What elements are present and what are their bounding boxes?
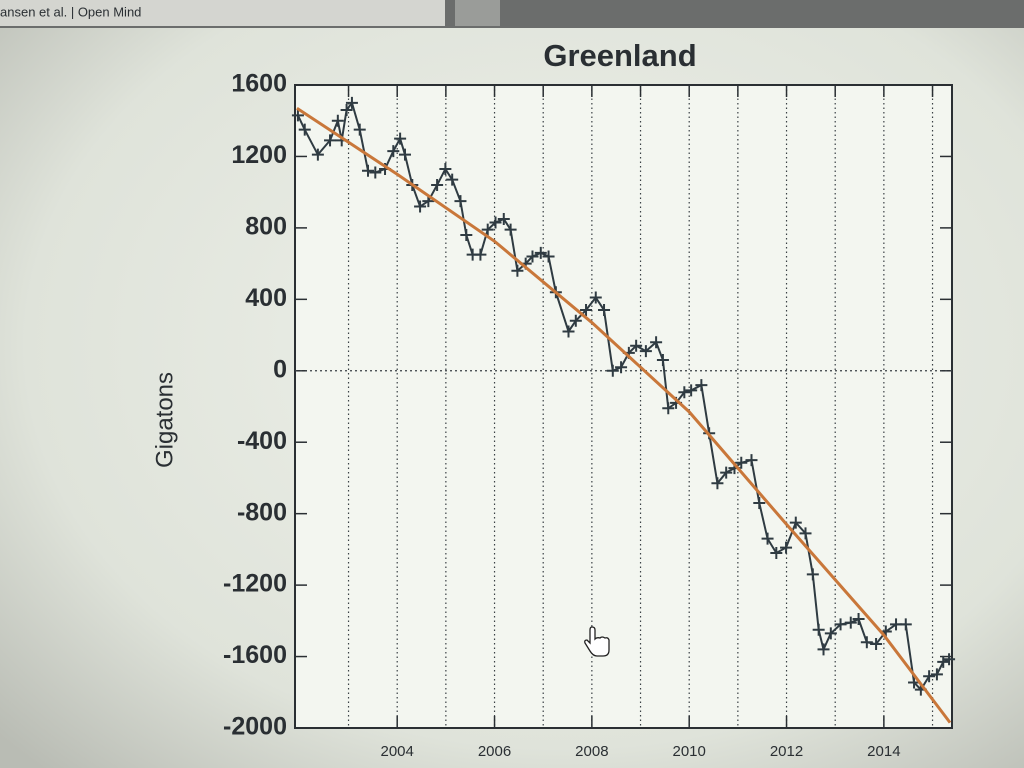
point-marker bbox=[311, 148, 324, 161]
point-marker bbox=[860, 636, 873, 649]
point-marker bbox=[630, 339, 643, 352]
y-tick-label: -1600 bbox=[223, 641, 287, 669]
point-marker bbox=[362, 164, 374, 177]
cursor bbox=[584, 626, 610, 657]
plot-area bbox=[294, 84, 953, 729]
browser-tab[interactable] bbox=[455, 0, 500, 26]
y-axis-label: Gigatons bbox=[151, 372, 178, 468]
point-marker bbox=[678, 386, 691, 399]
x-tick-label: 2014 bbox=[867, 743, 900, 760]
point-marker bbox=[489, 216, 502, 229]
point-marker bbox=[656, 354, 669, 367]
point-marker bbox=[598, 304, 611, 317]
point-marker bbox=[439, 162, 452, 175]
point-marker bbox=[580, 304, 593, 317]
point-marker bbox=[298, 123, 311, 136]
point-marker bbox=[930, 668, 943, 681]
y-tick-label: -1200 bbox=[223, 570, 287, 598]
point-marker bbox=[481, 223, 494, 236]
y-tick-label: 0 bbox=[273, 355, 287, 383]
point-marker bbox=[569, 314, 582, 327]
point-marker bbox=[780, 541, 793, 554]
x-tick-label: 2010 bbox=[673, 743, 706, 760]
point-marker bbox=[870, 638, 883, 651]
point-marker bbox=[504, 223, 517, 236]
point-marker bbox=[806, 568, 819, 581]
point-marker bbox=[695, 379, 708, 392]
point-marker bbox=[789, 516, 802, 529]
point-marker bbox=[761, 532, 774, 545]
point-marker bbox=[394, 132, 407, 145]
point-marker bbox=[812, 623, 825, 636]
point-marker bbox=[398, 148, 411, 161]
point-marker bbox=[799, 527, 812, 540]
point-marker bbox=[606, 364, 619, 377]
point-marker bbox=[735, 456, 748, 469]
point-marker bbox=[685, 384, 698, 397]
point-marker bbox=[834, 618, 847, 631]
point-marker bbox=[291, 109, 304, 122]
y-tick-label: -400 bbox=[237, 427, 287, 455]
chart-layer: 2004 2006 2008 2010 2012 2014 -2000 -1600 -1200 -… bbox=[223, 70, 956, 760]
point-marker bbox=[369, 166, 382, 179]
point-marker bbox=[497, 212, 510, 225]
point-marker bbox=[824, 627, 837, 640]
point-marker bbox=[943, 653, 956, 666]
point-marker bbox=[353, 123, 366, 136]
point-marker bbox=[542, 250, 555, 263]
point-marker bbox=[534, 246, 547, 259]
point-marker bbox=[474, 248, 487, 261]
point-marker bbox=[615, 361, 628, 374]
point-marker bbox=[852, 613, 865, 626]
tab-title: ansen et al. | Open Mind bbox=[0, 4, 141, 19]
data-line bbox=[297, 100, 950, 692]
point-marker bbox=[454, 195, 467, 208]
point-marker bbox=[844, 616, 857, 629]
point-marker bbox=[770, 546, 783, 559]
point-marker bbox=[923, 670, 936, 683]
browser-tab[interactable] bbox=[0, 0, 445, 26]
point-marker bbox=[650, 336, 663, 349]
point-marker bbox=[745, 454, 758, 467]
point-marker bbox=[662, 402, 675, 415]
x-tick-label: 2012 bbox=[770, 743, 803, 760]
point-marker bbox=[345, 96, 358, 109]
y-tick-label: 400 bbox=[245, 284, 287, 312]
point-marker bbox=[817, 643, 830, 656]
point-marker bbox=[526, 250, 539, 263]
x-tick-label: 2006 bbox=[478, 743, 511, 760]
point-marker bbox=[720, 466, 733, 479]
x-tick-label: 2004 bbox=[381, 743, 414, 760]
point-marker bbox=[446, 173, 459, 186]
point-marker bbox=[387, 145, 400, 158]
point-marker bbox=[899, 618, 912, 631]
x-tick-label: 2008 bbox=[575, 743, 608, 760]
trend-line bbox=[296, 106, 952, 724]
point-marker bbox=[460, 229, 473, 242]
point-marker bbox=[589, 291, 602, 304]
point-marker bbox=[324, 134, 337, 147]
point-marker bbox=[711, 477, 724, 490]
point-marker bbox=[511, 264, 524, 277]
y-tick-label: -2000 bbox=[223, 713, 287, 741]
y-tick-label: -800 bbox=[237, 498, 287, 526]
y-tick-label: 800 bbox=[245, 212, 287, 240]
point-marker bbox=[340, 104, 353, 117]
point-marker bbox=[331, 114, 344, 127]
point-marker bbox=[753, 496, 766, 509]
y-tick-label: 1200 bbox=[231, 141, 287, 169]
point-marker bbox=[414, 200, 427, 213]
point-marker bbox=[639, 345, 652, 358]
y-tick-label: 1600 bbox=[231, 70, 287, 98]
point-marker bbox=[431, 179, 444, 192]
point-marker bbox=[937, 655, 950, 668]
chart-title: Greenland bbox=[543, 38, 696, 73]
point-marker bbox=[562, 325, 575, 338]
